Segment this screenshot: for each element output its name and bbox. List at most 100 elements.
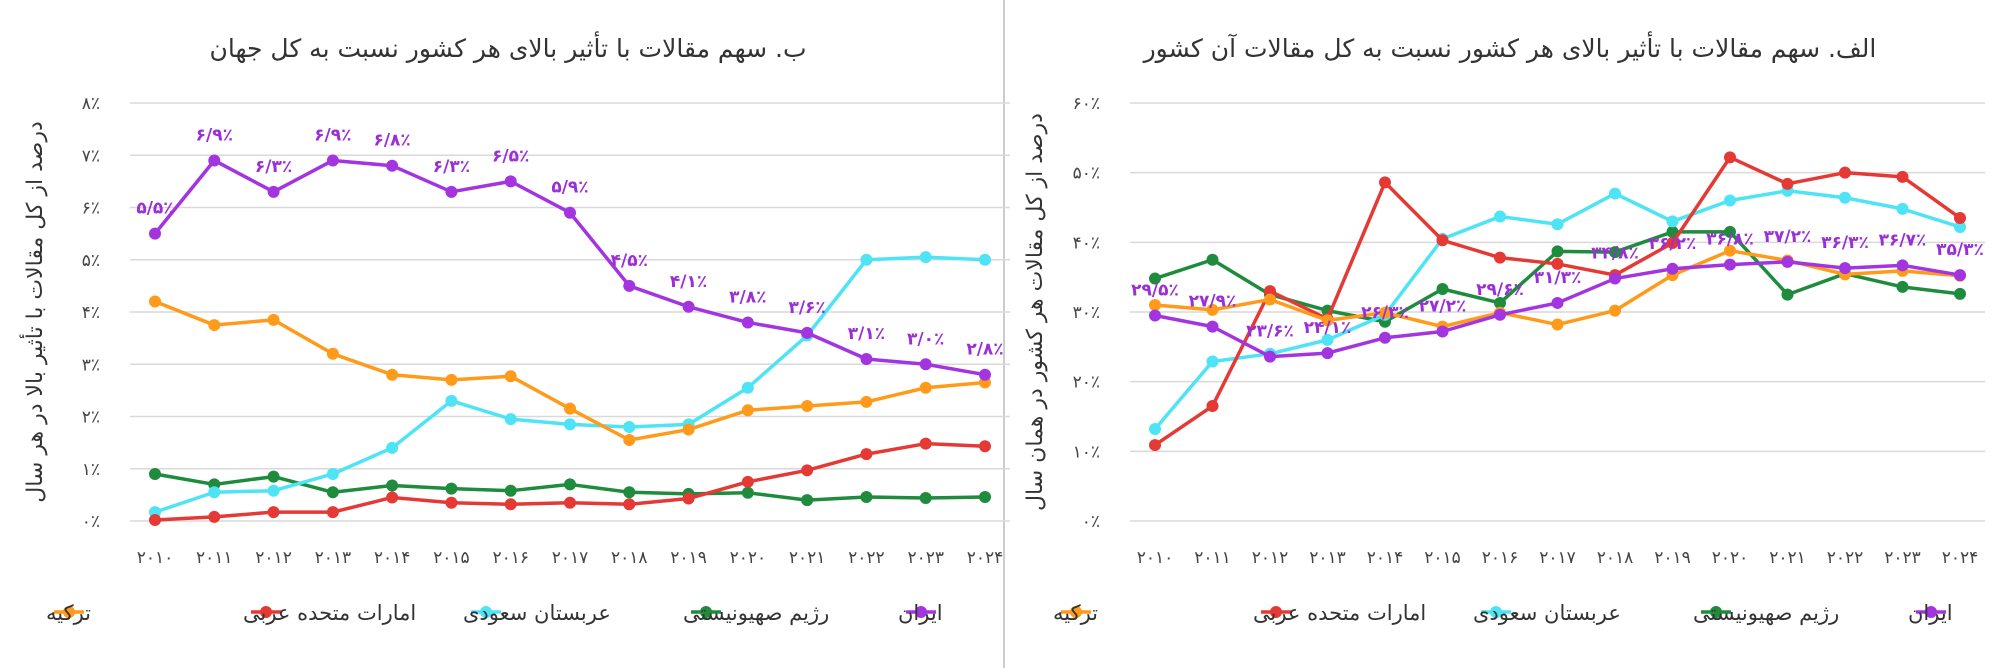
y-tick-label: ۵۰٪ — [1073, 164, 1100, 184]
data-label: ۳۷/۲٪ — [1764, 227, 1812, 247]
data-point — [623, 434, 636, 447]
data-point — [208, 319, 221, 332]
data-point — [1839, 166, 1851, 179]
data-point — [1551, 296, 1564, 309]
data-point — [1781, 177, 1794, 190]
x-tick-label: ۲۰۱۲ — [1252, 548, 1289, 568]
data-point — [919, 492, 932, 505]
data-point — [860, 253, 873, 266]
data-point — [801, 494, 814, 507]
data-label: ۶/۹٪ — [196, 125, 233, 145]
data-label: ۶/۹٪ — [314, 125, 351, 145]
data-point — [682, 492, 695, 505]
data-point — [1149, 272, 1161, 285]
data-point — [1666, 225, 1679, 238]
data-point — [1206, 355, 1219, 368]
legend-label: ایران — [1908, 601, 1953, 625]
data-point — [979, 490, 991, 503]
data-point — [208, 154, 221, 167]
data-point — [1724, 151, 1736, 164]
y-tick-label: ۰٪ — [1082, 512, 1100, 532]
x-tick-label: ۲۰۱۳ — [315, 548, 352, 568]
x-tick-label: ۲۰۱۵ — [1424, 548, 1461, 568]
data-point — [1954, 211, 1966, 224]
data-label: ۲۳/۶٪ — [1246, 322, 1294, 342]
legend-label: عربستان سعودی — [463, 601, 611, 625]
data-point — [267, 470, 280, 483]
data-point — [504, 484, 517, 497]
data-label: ۳/۱٪ — [848, 324, 885, 344]
data-point — [1149, 439, 1161, 452]
data-point — [445, 185, 458, 198]
data-point — [564, 496, 576, 509]
data-point — [623, 486, 636, 499]
data-point — [386, 368, 399, 381]
legend-marker — [1490, 606, 1502, 618]
data-point — [1206, 320, 1219, 333]
data-point — [326, 506, 339, 519]
x-tick-label: ۲۰۱۸ — [1597, 548, 1634, 568]
x-tick-label: ۲۰۲۳ — [907, 548, 944, 568]
x-tick-label: ۲۰۲۰ — [1712, 548, 1749, 568]
y-tick-label: ۶٪ — [82, 199, 100, 219]
chart-panel-b: ب. سهم مقالات با تأثیر بالای هر کشور نسب… — [19, 30, 1010, 626]
data-point — [1609, 272, 1621, 285]
data-point — [1436, 283, 1449, 296]
legend-marker — [1070, 606, 1082, 618]
data-point — [326, 154, 339, 167]
x-tick-label: ۲۰۲۱ — [789, 548, 826, 568]
data-label: ۶/۵٪ — [492, 146, 529, 166]
data-point — [860, 353, 873, 366]
data-point — [149, 513, 161, 526]
x-tick-label: ۲۰۲۲ — [848, 548, 885, 568]
data-point — [1666, 237, 1679, 250]
x-tick-label: ۲۰۱۰ — [137, 548, 174, 568]
data-point — [1781, 255, 1794, 268]
x-tick-label: ۲۰۲۰ — [730, 548, 767, 568]
x-tick-label: ۲۰۱۸ — [611, 548, 648, 568]
data-label: ۲۶/۳٪ — [1361, 303, 1409, 323]
data-point — [1551, 218, 1564, 231]
data-point — [1264, 293, 1276, 306]
data-point — [1896, 202, 1909, 215]
data-point — [1724, 258, 1736, 271]
data-point — [801, 464, 814, 477]
y-tick-label: ۰٪ — [82, 512, 100, 532]
x-tick-label: ۲۰۱۶ — [1482, 548, 1519, 568]
data-point — [979, 440, 991, 453]
data-point — [504, 370, 517, 383]
data-label: ۵/۵٪ — [136, 199, 173, 219]
data-point — [801, 400, 814, 413]
data-point — [919, 381, 932, 394]
data-point — [208, 486, 221, 499]
data-point — [386, 441, 399, 454]
data-point — [919, 251, 932, 264]
legend-label: رژیم صهیونیستی — [1693, 601, 1839, 626]
data-point — [1781, 288, 1794, 301]
data-point — [445, 482, 458, 495]
x-tick-label: ۲۰۲۲ — [1827, 548, 1864, 568]
data-point — [564, 206, 576, 219]
data-point — [860, 448, 873, 461]
data-label: ۲۹/۶٪ — [1476, 280, 1524, 300]
data-point — [1609, 246, 1621, 259]
data-point — [1551, 318, 1564, 331]
x-tick-label: ۲۰۱۷ — [1539, 548, 1576, 568]
data-label: ۳/۸٪ — [729, 287, 766, 307]
data-label: ۶/۸٪ — [373, 131, 410, 151]
data-point — [1896, 280, 1909, 293]
x-tick-label: ۲۰۲۴ — [1942, 548, 1979, 568]
x-tick-label: ۲۰۱۳ — [1309, 548, 1346, 568]
data-point — [1609, 304, 1621, 317]
data-point — [1954, 269, 1966, 282]
x-tick-label: ۲۰۱۵ — [433, 548, 470, 568]
chart-title: الف. سهم مقالات با تأثیر بالای هر کشور ن… — [1142, 30, 1877, 64]
legend-label: ترکیه — [1053, 601, 1098, 625]
data-label: ۳۶/۲٪ — [1649, 234, 1697, 254]
data-point — [326, 347, 339, 360]
data-label: ۵/۹٪ — [551, 178, 588, 198]
y-tick-label: ۳٪ — [82, 355, 100, 375]
data-label: ۶/۳٪ — [255, 157, 292, 177]
x-tick-label: ۲۰۱۶ — [492, 548, 529, 568]
